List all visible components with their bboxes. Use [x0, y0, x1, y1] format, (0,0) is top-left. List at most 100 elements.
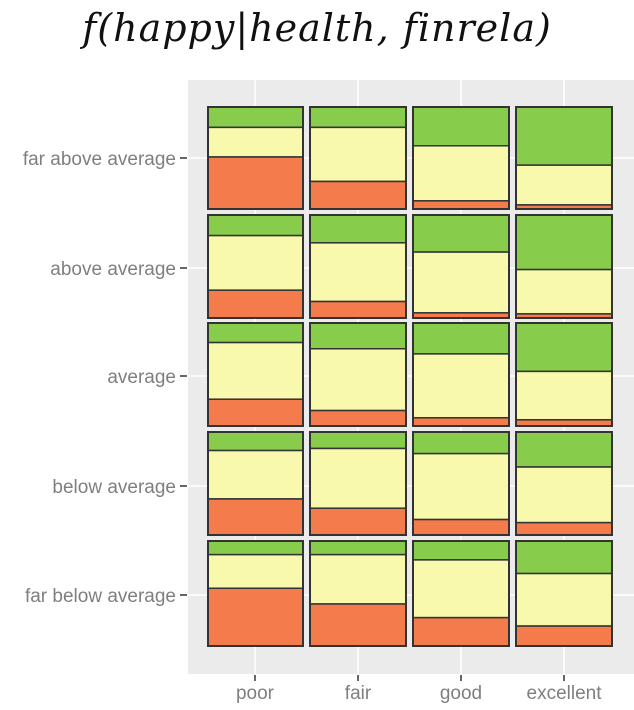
cell-above-average-excellent: [515, 214, 613, 319]
cell-above-average-good: [412, 214, 510, 319]
cell-border-above-average-fair: [309, 214, 407, 319]
y-axis: far above average above average average bel…: [23, 149, 187, 607]
x-tick-label: excellent: [527, 683, 603, 704]
cell-below-average-excellent: [515, 431, 613, 536]
cell-average-excellent: [515, 322, 613, 427]
segment-green-below-average-fair: [309, 431, 407, 450]
segment-yellow-far-below-average-fair: [309, 553, 407, 605]
segment-yellow-above-average-poor: [207, 234, 304, 291]
segment-orange-above-average-poor: [207, 289, 304, 319]
segment-green-far-below-average-poor: [207, 540, 304, 556]
cell-above-average-poor: [207, 214, 304, 319]
segment-orange-far-below-average-fair: [309, 603, 407, 647]
segment-yellow-average-poor: [207, 341, 304, 400]
segment-yellow-below-average-poor: [207, 449, 304, 500]
segment-green-above-average-excellent: [515, 214, 613, 271]
cell-border-below-average-good: [412, 431, 510, 536]
segment-yellow-below-average-excellent: [515, 466, 613, 524]
y-tick-label: far below average: [25, 586, 176, 607]
segment-green-average-poor: [207, 322, 304, 344]
segment-green-below-average-poor: [207, 431, 304, 452]
cell-border-above-average-excellent: [515, 214, 613, 319]
cell-below-average-fair: [309, 431, 407, 536]
cell-border-far-below-average-good: [412, 540, 510, 647]
segment-yellow-above-average-good: [412, 251, 510, 314]
segment-orange-average-poor: [207, 398, 304, 427]
segment-yellow-far-above-average-fair: [309, 126, 407, 183]
cell-far-above-average-excellent: [515, 106, 613, 210]
cell-far-below-average-excellent: [515, 540, 613, 647]
cell-border-far-above-average-excellent: [515, 106, 613, 210]
segment-yellow-below-average-fair: [309, 447, 407, 509]
cell-border-far-above-average-fair: [309, 106, 407, 210]
segment-orange-below-average-poor: [207, 498, 304, 536]
segment-yellow-far-below-average-excellent: [515, 572, 613, 627]
segment-green-average-fair: [309, 322, 407, 350]
segment-orange-above-average-fair: [309, 300, 407, 319]
cell-below-average-good: [412, 431, 510, 536]
cell-border-above-average-poor: [207, 214, 304, 319]
cell-below-average-poor: [207, 431, 304, 536]
segment-orange-below-average-good: [412, 518, 510, 536]
cell-border-below-average-fair: [309, 431, 407, 536]
segment-orange-far-above-average-poor: [207, 156, 304, 210]
y-tick-label: below average: [52, 477, 176, 498]
segment-orange-far-above-average-good: [412, 200, 510, 210]
segment-yellow-far-above-average-poor: [207, 126, 304, 158]
segment-yellow-average-fair: [309, 348, 407, 412]
cell-border-average-good: [412, 322, 510, 427]
y-tick-label: far above average: [23, 149, 176, 170]
x-tick-label: poor: [236, 683, 275, 704]
segment-orange-far-above-average-fair: [309, 180, 407, 210]
segment-orange-average-fair: [309, 409, 407, 427]
cell-average-poor: [207, 322, 304, 427]
chart-title: f(happy|health, finrela): [0, 6, 634, 50]
cell-border-below-average-excellent: [515, 431, 613, 536]
cell-average-fair: [309, 322, 407, 427]
segment-green-far-above-average-fair: [309, 106, 407, 129]
cell-far-above-average-poor: [207, 106, 304, 210]
cell-far-below-average-good: [412, 540, 510, 647]
segment-green-above-average-fair: [309, 214, 407, 244]
segment-green-below-average-excellent: [515, 431, 613, 468]
segment-green-far-below-average-fair: [309, 540, 407, 556]
segment-green-below-average-good: [412, 431, 510, 455]
segment-yellow-far-below-average-good: [412, 559, 510, 619]
segment-yellow-far-above-average-good: [412, 145, 510, 202]
segment-orange-below-average-excellent: [515, 521, 613, 536]
cell-far-below-average-poor: [207, 540, 304, 647]
cell-far-below-average-fair: [309, 540, 407, 647]
segment-green-above-average-poor: [207, 214, 304, 237]
segment-orange-far-below-average-poor: [207, 587, 304, 647]
segment-orange-far-below-average-excellent: [515, 625, 613, 647]
segment-green-far-above-average-good: [412, 106, 510, 147]
cell-far-above-average-good: [412, 106, 510, 210]
segment-yellow-below-average-good: [412, 452, 510, 521]
chart-title-text: f(happy|health, finrela): [82, 6, 552, 50]
segment-green-average-good: [412, 322, 510, 355]
cell-border-average-fair: [309, 322, 407, 427]
cell-border-far-below-average-poor: [207, 540, 304, 647]
segment-green-far-below-average-excellent: [515, 540, 613, 575]
cell-average-good: [412, 322, 510, 427]
x-tick-label: fair: [345, 683, 372, 704]
segment-yellow-far-below-average-poor: [207, 553, 304, 590]
cell-border-average-poor: [207, 322, 304, 427]
cell-above-average-fair: [309, 214, 407, 319]
segment-yellow-above-average-fair: [309, 242, 407, 303]
cell-border-far-below-average-excellent: [515, 540, 613, 647]
cell-border-far-above-average-good: [412, 106, 510, 210]
cell-border-above-average-good: [412, 214, 510, 319]
segment-yellow-above-average-excellent: [515, 268, 613, 315]
cell-border-below-average-poor: [207, 431, 304, 536]
segment-green-average-excellent: [515, 322, 613, 373]
segment-green-far-below-average-good: [412, 540, 510, 561]
x-tick-label: good: [440, 683, 482, 704]
segment-orange-far-below-average-good: [412, 616, 510, 647]
mosaic-cells: [207, 106, 613, 647]
cell-border-far-above-average-poor: [207, 106, 304, 210]
segment-green-far-above-average-excellent: [515, 106, 613, 166]
x-axis: poor fair good excellent: [236, 675, 602, 704]
segment-green-far-above-average-poor: [207, 106, 304, 129]
